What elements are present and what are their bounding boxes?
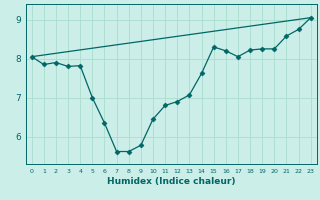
X-axis label: Humidex (Indice chaleur): Humidex (Indice chaleur) [107,177,236,186]
